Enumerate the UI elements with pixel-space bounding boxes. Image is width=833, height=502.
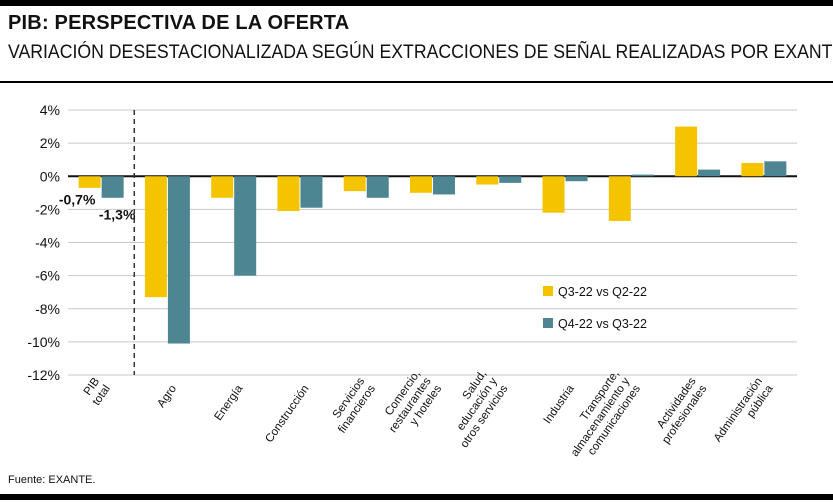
bar-q4	[101, 176, 124, 198]
category-label-line: Energía	[212, 383, 245, 423]
bar-q4	[499, 176, 522, 183]
y-tick-label: -4%	[35, 235, 60, 251]
y-tick-label: -10%	[27, 334, 60, 350]
bar-q3	[277, 176, 300, 212]
bottom-rule	[0, 494, 833, 500]
bar-q4	[565, 176, 588, 182]
category-label: Agro	[155, 383, 179, 410]
y-tick-label: 2%	[40, 135, 60, 151]
bar-q3	[675, 126, 698, 177]
chart-title: PIB: PERSPECTIVA DE LA OFERTA	[8, 12, 350, 34]
bar-q4	[167, 176, 190, 344]
bar-q4	[698, 169, 721, 177]
bar-q3	[211, 176, 234, 198]
data-label-q4: -1,3%	[99, 206, 136, 222]
top-rule	[0, 0, 833, 6]
category-label: Industria	[542, 383, 577, 427]
legend-label: Q4-22 vs Q3-22	[558, 317, 647, 331]
bar-q3	[144, 176, 167, 298]
bar-q4	[300, 176, 323, 208]
bar-q4	[631, 174, 654, 177]
bar-q4	[234, 176, 257, 276]
chart-subtitle: VARIACIÓN DESESTACIONALIZADA SEGÚN EXTRA…	[8, 42, 833, 63]
header-rule	[0, 81, 833, 83]
bar-q3	[476, 176, 499, 185]
legend-label: Q3-22 vs Q2-22	[558, 285, 647, 299]
y-tick-label: 4%	[40, 102, 60, 118]
data-label-q3: -0,7%	[59, 191, 96, 207]
category-label: Transporte,almacenamiento ycomunicacione…	[569, 368, 643, 459]
category-label-line: Industria	[542, 383, 577, 427]
y-tick-label: -12%	[27, 367, 60, 383]
category-label-line: Construcción	[263, 383, 311, 445]
category-label: Energía	[212, 383, 245, 423]
category-label: Construcción	[263, 383, 311, 445]
bar-q3	[343, 176, 366, 192]
bar-q3	[741, 163, 764, 177]
bar-q4	[433, 176, 455, 195]
y-tick-label: -2%	[35, 201, 60, 217]
bar-q4	[764, 161, 787, 177]
category-label-line: Agro	[155, 383, 179, 410]
y-tick-label: -8%	[35, 301, 60, 317]
bar-q4	[366, 176, 389, 198]
legend-swatch	[543, 318, 553, 328]
bar-q3	[78, 176, 101, 188]
bar-q3	[410, 176, 432, 193]
bar-q3	[542, 176, 565, 213]
y-tick-label: 0%	[40, 168, 60, 184]
bar-q3	[608, 176, 631, 221]
source-note: Fuente: EXANTE.	[8, 474, 96, 486]
y-tick-label: -6%	[35, 268, 60, 284]
legend-swatch	[543, 286, 553, 296]
